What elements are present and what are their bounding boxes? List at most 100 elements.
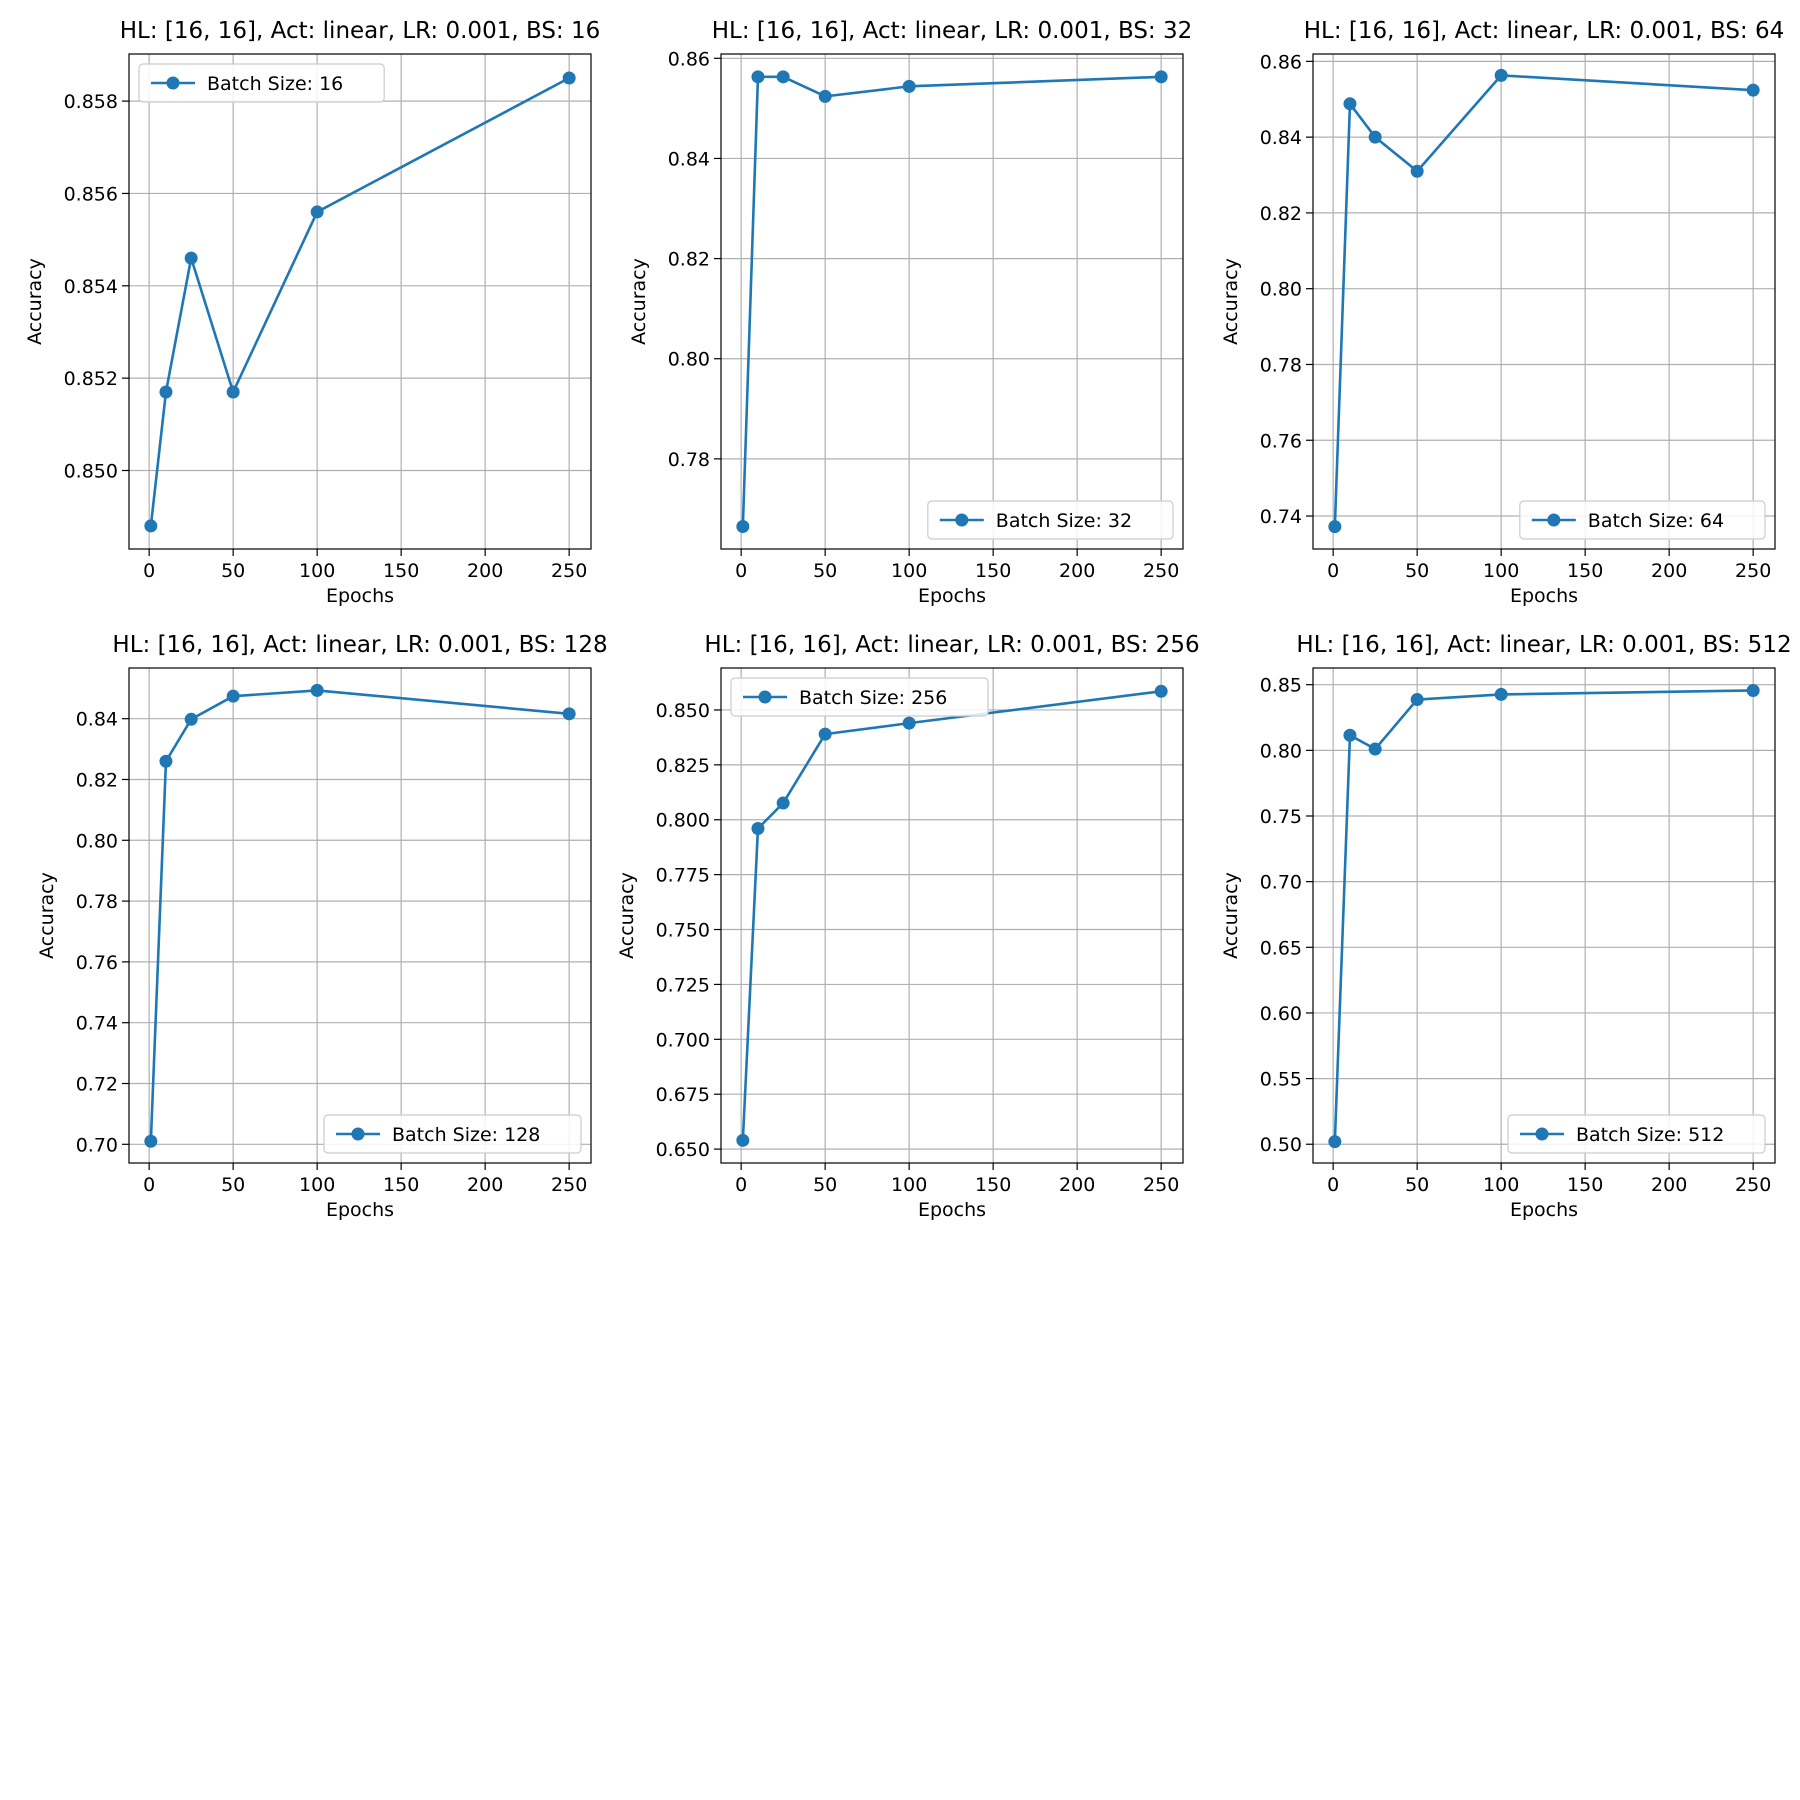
legend-label: Batch Size: 32 — [996, 510, 1132, 532]
axes-frame — [1312, 53, 1776, 550]
x-tick-label: 250 — [1735, 560, 1771, 582]
data-point — [226, 385, 240, 399]
legend-label: Batch Size: 128 — [392, 1124, 540, 1146]
y-tick-label: 0.84 — [1260, 127, 1302, 149]
data-point — [159, 754, 173, 768]
legend-marker — [955, 513, 969, 527]
legend-box — [1507, 1114, 1766, 1154]
legend: Batch Size: 128 — [323, 1114, 582, 1154]
y-tick-label: 0.750 — [656, 920, 710, 942]
y-axis-label: Accuracy — [36, 872, 58, 959]
y-tick-label: 0.65 — [1260, 937, 1302, 959]
data-point — [184, 712, 198, 726]
data-point — [310, 205, 324, 219]
data-point — [1368, 742, 1382, 756]
x-axis-label: Epochs — [326, 585, 394, 607]
series-line — [741, 690, 1162, 1141]
y-tick-label: 0.775 — [656, 865, 710, 887]
x-tick-label: 50 — [221, 560, 245, 582]
y-tick-label: 0.80 — [1260, 279, 1302, 301]
y-tick-label: 0.856 — [64, 183, 118, 205]
legend-box — [138, 63, 385, 103]
data-point — [1328, 520, 1342, 534]
y-tick-label: 0.852 — [64, 368, 118, 390]
subplot-1: 0 50 100 150 200 250 0.850 0.852 0.854 0.856 0.858… — [24, 18, 600, 607]
y-tick-label: 0.650 — [656, 1139, 710, 1161]
y-tick-label: 0.50 — [1260, 1134, 1302, 1156]
legend-label: Batch Size: 512 — [1576, 1124, 1724, 1146]
x-tick-label: 250 — [551, 1174, 587, 1196]
subplot-4: 0 50 100 150 200 250 0.70 0.72 0.74 0.76 0.78 0.80 0… — [36, 632, 607, 1221]
series-line — [741, 75, 1162, 527]
legend-marker — [1547, 513, 1561, 527]
legend-marker — [1535, 1127, 1549, 1141]
data-point — [310, 683, 324, 697]
x-tick-label: 100 — [299, 560, 335, 582]
data-point — [736, 1133, 750, 1147]
x-tick-label: 150 — [383, 560, 419, 582]
data-point — [1410, 164, 1424, 178]
legend-box — [730, 677, 989, 717]
y-axis-label: Accuracy — [1220, 872, 1242, 959]
y-tick-label: 0.700 — [656, 1029, 710, 1051]
y-tick-label: 0.78 — [76, 891, 118, 913]
y-tick-label: 0.76 — [1260, 430, 1302, 452]
y-tick-label: 0.800 — [656, 810, 710, 832]
data-point — [144, 519, 158, 533]
data-point — [818, 727, 832, 741]
legend: Batch Size: 16 — [138, 63, 385, 103]
legend-marker — [758, 690, 772, 704]
x-tick-label: 150 — [1567, 1174, 1603, 1196]
x-axis-label: Epochs — [1510, 1199, 1578, 1221]
data-point — [1494, 68, 1508, 82]
y-tick-label: 0.76 — [76, 952, 118, 974]
x-tick-label: 0 — [735, 560, 747, 582]
y-tick-label: 0.850 — [656, 700, 710, 722]
x-tick-label: 250 — [551, 560, 587, 582]
x-tick-label: 0 — [143, 1174, 155, 1196]
y-tick-label: 0.74 — [1260, 506, 1302, 528]
data-point — [226, 689, 240, 703]
y-tick-label: 0.84 — [76, 709, 118, 731]
x-tick-label: 50 — [813, 1174, 837, 1196]
data-point — [1368, 130, 1382, 144]
data-point — [902, 716, 916, 730]
legend-box — [1519, 500, 1766, 540]
subplot-6: 0 50 100 150 200 250 0.50 0.55 0.60 0.65 0.70 0.75 0… — [1220, 632, 1791, 1221]
x-tick-label: 50 — [1405, 560, 1429, 582]
data-point — [902, 79, 916, 93]
legend: Batch Size: 256 — [730, 677, 989, 717]
legend: Batch Size: 32 — [927, 500, 1174, 540]
y-tick-label: 0.854 — [64, 276, 118, 298]
legend-label: Batch Size: 256 — [799, 687, 947, 709]
x-axis-label: Epochs — [1510, 585, 1578, 607]
subplot-title: HL: [16, 16], Act: linear, LR: 0.001, BS… — [112, 632, 607, 658]
x-tick-label: 100 — [299, 1174, 335, 1196]
subplot-title: HL: [16, 16], Act: linear, LR: 0.001, BS… — [120, 18, 601, 44]
x-tick-label: 200 — [467, 1174, 503, 1196]
legend-label: Batch Size: 64 — [1588, 510, 1724, 532]
x-tick-label: 200 — [467, 560, 503, 582]
legend: Batch Size: 64 — [1519, 500, 1766, 540]
x-tick-label: 100 — [1483, 560, 1519, 582]
x-axis-label: Epochs — [326, 1199, 394, 1221]
y-tick-label: 0.78 — [668, 449, 710, 471]
y-tick-label: 0.858 — [64, 91, 118, 113]
data-point — [776, 70, 790, 84]
axes-frame — [720, 53, 1184, 550]
y-tick-label: 0.75 — [1260, 806, 1302, 828]
data-point — [776, 796, 790, 810]
data-point — [1746, 683, 1760, 697]
x-tick-label: 150 — [975, 1174, 1011, 1196]
data-point — [1328, 1135, 1342, 1149]
data-point — [562, 71, 576, 85]
y-tick-label: 0.74 — [76, 1013, 118, 1035]
series-line — [149, 689, 570, 1142]
y-tick-label: 0.78 — [1260, 354, 1302, 376]
subplot-title: HL: [16, 16], Act: linear, LR: 0.001, BS… — [704, 632, 1199, 658]
data-point — [818, 89, 832, 103]
x-axis-label: Epochs — [918, 1199, 986, 1221]
series-line — [1333, 689, 1754, 1142]
subplot-3: 0 50 100 150 200 250 0.74 0.76 0.78 0.80 0.82 0.84 0… — [1220, 18, 1784, 607]
